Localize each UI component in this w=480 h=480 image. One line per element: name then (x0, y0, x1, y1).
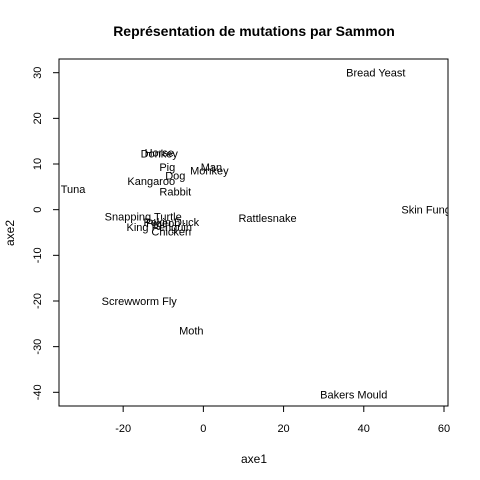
y-tick-label: -20 (32, 293, 44, 309)
point-label: Rattlesnake (238, 213, 296, 225)
y-tick-label: -10 (32, 247, 44, 263)
y-tick-label: -40 (32, 384, 44, 400)
point-label: Pig (159, 162, 175, 174)
y-tick-label: -30 (32, 339, 44, 355)
point-label: Tuna (61, 184, 87, 196)
point-label: Pekin Duck (143, 217, 199, 229)
point-label: Screwworm Fly (102, 296, 178, 308)
x-tick-label: 40 (358, 423, 370, 435)
point-label: Monkey (190, 165, 229, 177)
point-label: Kangaroo (127, 176, 175, 188)
x-tick-label: 60 (438, 423, 450, 435)
point-label: Chicken (151, 227, 191, 239)
point-label: Pigeon (146, 218, 180, 230)
point-label: Skin Fungus (401, 205, 463, 217)
x-axis: -20 0 20 40 60 (115, 406, 450, 435)
point-label: Moth (179, 326, 203, 338)
point-label: Snapping Turtle (105, 212, 182, 224)
point-label: Dog (165, 170, 185, 182)
y-tick-label: 10 (32, 158, 44, 170)
point-label: Bread Yeast (346, 68, 405, 80)
y-axis-label: axe2 (3, 220, 17, 246)
x-tick-label: 20 (277, 423, 289, 435)
x-tick-label: 0 (200, 423, 206, 435)
chart-title: Représentation de mutations par Sammon (113, 23, 395, 39)
y-tick-label: 30 (32, 67, 44, 79)
y-axis: -40 -30 -20 -10 0 10 20 30 (32, 67, 59, 400)
point-label: Man (201, 162, 222, 174)
plot-frame (58, 58, 449, 407)
point-label: King Penguin (127, 222, 192, 234)
x-axis-label: axe1 (241, 452, 267, 466)
point-label: Horse (145, 148, 174, 160)
point-label: Bakers Mould (320, 390, 387, 402)
point-label: Rabbit (159, 186, 191, 198)
x-tick-label: -20 (115, 423, 131, 435)
y-tick-label: 20 (32, 112, 44, 124)
y-tick-label: 0 (32, 207, 44, 213)
point-label: Donkey (141, 149, 179, 161)
